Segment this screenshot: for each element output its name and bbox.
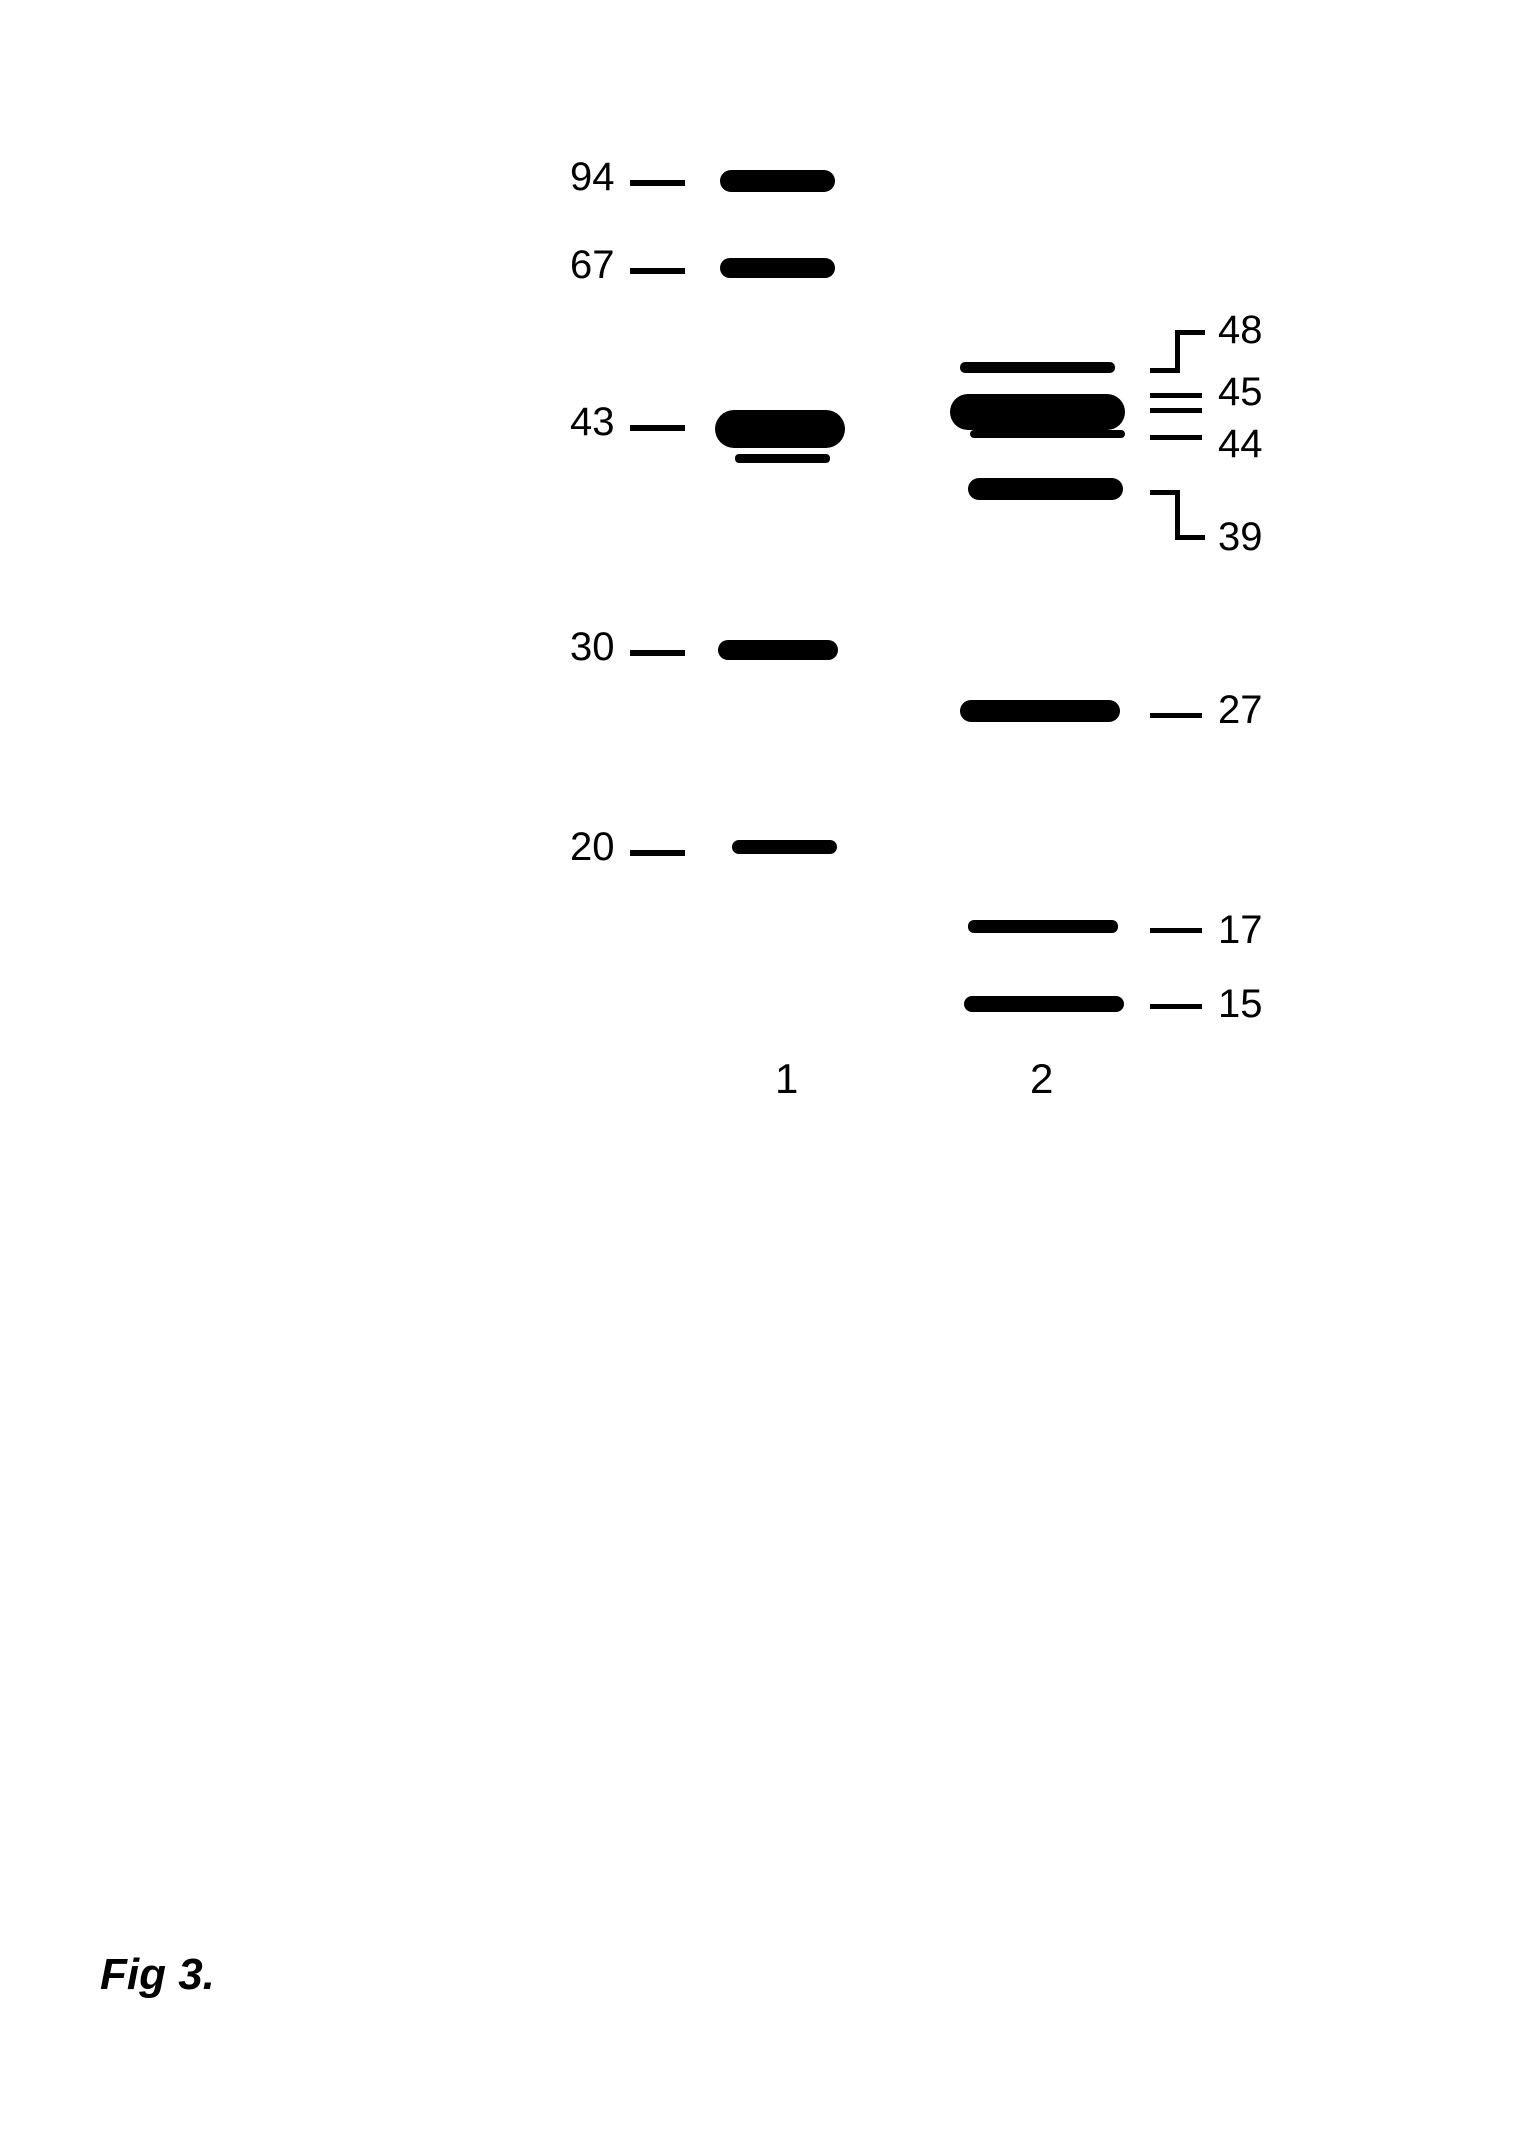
tick-17 bbox=[1150, 928, 1202, 933]
tick-67 bbox=[630, 268, 685, 274]
band-lane1-20 bbox=[732, 840, 837, 854]
tick-43 bbox=[630, 425, 685, 431]
mw-label-15: 15 bbox=[1218, 982, 1263, 1027]
lane1-number: 1 bbox=[775, 1055, 798, 1103]
tick-30 bbox=[630, 650, 685, 656]
tick-45b bbox=[1150, 408, 1202, 413]
mw-label-30: 30 bbox=[570, 625, 615, 670]
tick-94 bbox=[630, 180, 685, 186]
mw-label-44: 44 bbox=[1218, 422, 1263, 467]
mw-label-43: 43 bbox=[570, 400, 615, 445]
lane2-number: 2 bbox=[1030, 1055, 1053, 1103]
band-lane2-17 bbox=[968, 920, 1118, 933]
tick-45 bbox=[1150, 393, 1202, 398]
band-lane2-39 bbox=[968, 478, 1123, 500]
mw-label-67: 67 bbox=[570, 243, 615, 288]
band-lane1-67 bbox=[720, 258, 835, 278]
mw-label-27: 27 bbox=[1218, 688, 1263, 733]
tick-15 bbox=[1150, 1004, 1202, 1009]
band-lane2-45 bbox=[950, 394, 1125, 430]
mw-label-45: 45 bbox=[1218, 370, 1263, 415]
tick-27 bbox=[1150, 713, 1202, 718]
gel-blot-figure: 94 67 43 30 20 48 45 44 39 27 bbox=[0, 0, 1534, 2154]
tick-44 bbox=[1150, 435, 1202, 440]
mw-label-17: 17 bbox=[1218, 908, 1263, 953]
band-lane2-15 bbox=[964, 996, 1124, 1012]
band-lane1-30 bbox=[718, 640, 838, 660]
band-lane1-43 bbox=[715, 410, 845, 448]
band-lane1-94 bbox=[720, 170, 835, 192]
band-lane2-27 bbox=[960, 700, 1120, 722]
figure-caption: Fig 3. bbox=[100, 1950, 215, 2000]
mw-label-39: 39 bbox=[1218, 515, 1263, 560]
tick-20 bbox=[630, 850, 685, 856]
band-lane2-44 bbox=[970, 430, 1125, 438]
band-lane2-48 bbox=[960, 362, 1115, 373]
mw-label-94: 94 bbox=[570, 155, 615, 200]
mw-label-48: 48 bbox=[1218, 308, 1263, 353]
mw-label-20: 20 bbox=[570, 825, 615, 870]
band-lane1-43-minor bbox=[735, 454, 830, 463]
